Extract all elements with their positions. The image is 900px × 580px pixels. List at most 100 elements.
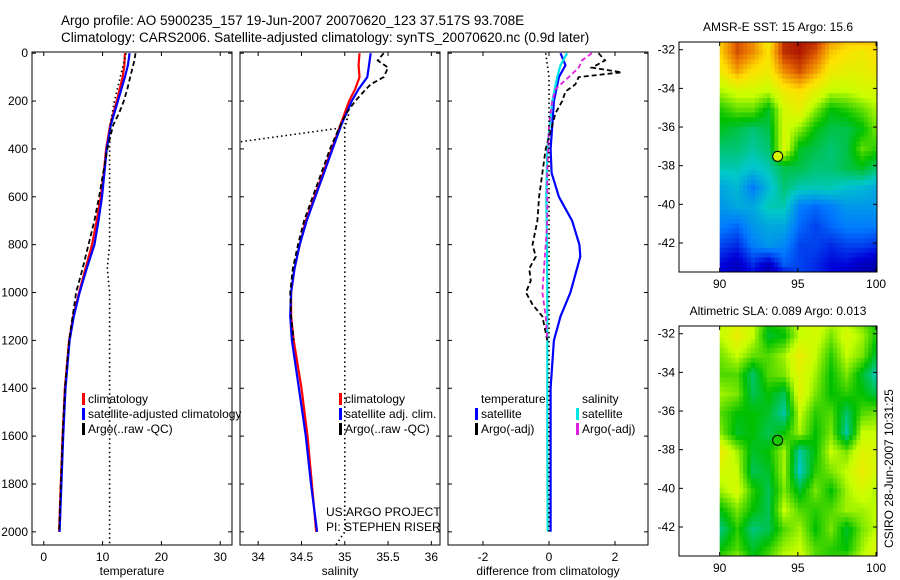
sla-map-cell bbox=[829, 328, 834, 335]
difference-axes-box bbox=[447, 51, 649, 546]
sst-map-cell bbox=[723, 83, 729, 89]
sst-map-cell bbox=[782, 136, 787, 143]
sla-map-cell bbox=[848, 386, 854, 393]
sla-map-cell bbox=[860, 415, 865, 422]
sst-map-cell bbox=[829, 257, 834, 263]
sst-map-cell bbox=[723, 156, 729, 162]
sla-map-cell bbox=[868, 401, 873, 407]
sla-map-cell bbox=[735, 411, 740, 417]
sst-map-cell bbox=[837, 98, 842, 104]
sla-map-cell bbox=[844, 343, 850, 349]
sst-map-cell bbox=[825, 42, 830, 46]
sst-map-cell bbox=[844, 98, 850, 104]
sla-map-cell bbox=[852, 415, 858, 422]
sla-map-cell bbox=[817, 377, 822, 383]
sla-map-cell bbox=[758, 493, 764, 499]
sst-map-cell bbox=[805, 73, 811, 80]
sst-map-cell bbox=[829, 136, 834, 143]
sst-map-cell bbox=[813, 247, 818, 254]
sst-map-cell bbox=[794, 233, 799, 239]
sst-map-cell bbox=[786, 73, 791, 80]
sst-map-cell bbox=[782, 214, 787, 220]
sla-map-cell bbox=[872, 401, 877, 407]
sst-map-cell bbox=[833, 252, 838, 259]
sst-map-cell bbox=[790, 160, 795, 167]
sla-map-cell bbox=[782, 415, 787, 422]
sst-map-cell bbox=[821, 180, 826, 186]
sst-map-cell bbox=[790, 98, 795, 104]
sst-map-cell bbox=[774, 209, 779, 215]
sla-map-cell bbox=[872, 430, 877, 436]
sst-map-cell bbox=[770, 88, 775, 94]
sla-map-cell bbox=[872, 541, 877, 547]
sla-map-cell bbox=[860, 536, 865, 543]
sla-map-cell bbox=[766, 517, 772, 523]
sst-map-cell bbox=[821, 136, 826, 143]
sst-map-cell bbox=[813, 209, 818, 215]
sla-map-cell bbox=[762, 411, 768, 417]
sst-map-cell bbox=[794, 257, 799, 263]
sla-map-cell bbox=[747, 459, 752, 465]
sla-map-cell bbox=[731, 473, 736, 480]
sst-map-cell bbox=[754, 112, 760, 118]
sla-map-cell bbox=[848, 326, 854, 330]
sst-map-cell bbox=[735, 233, 740, 239]
sla-map-cell bbox=[825, 343, 830, 349]
sst-map-cell bbox=[790, 112, 795, 118]
sst-map-cell bbox=[750, 49, 756, 56]
sst-map-cell bbox=[825, 238, 830, 244]
sla-map-cell bbox=[747, 382, 752, 388]
sst-map-cell bbox=[739, 141, 744, 147]
sst-map-cell bbox=[860, 262, 865, 268]
sst-map-cell bbox=[821, 165, 826, 172]
sst-map-cell bbox=[868, 44, 873, 51]
sla-map-cell bbox=[735, 343, 740, 349]
sst-map-cell bbox=[848, 180, 854, 186]
sla-map-cell bbox=[770, 362, 775, 369]
sst-map-cell bbox=[727, 102, 732, 109]
sst-map-cell bbox=[852, 117, 858, 123]
sst-map-cell bbox=[719, 165, 725, 172]
sla-map-cell bbox=[840, 425, 846, 431]
sla-map-cell bbox=[774, 551, 779, 556]
sla-map-cell bbox=[833, 435, 838, 441]
sla-map-cell bbox=[794, 502, 799, 509]
sla-map-cell bbox=[852, 536, 858, 543]
sst-map-cell bbox=[840, 117, 846, 123]
sla-map-cell bbox=[794, 536, 799, 543]
sst-map-cell bbox=[829, 204, 834, 210]
sst-map-cell bbox=[786, 78, 791, 85]
sla-map-cell bbox=[801, 326, 807, 330]
sla-map-cell bbox=[805, 435, 811, 441]
sla-map-cell bbox=[770, 454, 775, 460]
sst-map-cell bbox=[786, 180, 791, 186]
sst-map-cell bbox=[754, 209, 760, 215]
sla-map-cell bbox=[782, 396, 787, 402]
sla-map-cell bbox=[852, 469, 858, 475]
sst-map-cell bbox=[719, 223, 725, 230]
sla-map-cell bbox=[868, 382, 873, 388]
sla-map-cell bbox=[805, 444, 811, 451]
sla-map-cell bbox=[758, 473, 764, 480]
sst-map-cell bbox=[790, 243, 795, 249]
sst-map-cell bbox=[719, 252, 725, 259]
sst-map-cell bbox=[758, 131, 764, 138]
sla-map-cell bbox=[723, 357, 729, 364]
sst-map-cell bbox=[837, 262, 842, 268]
sst-map-cell bbox=[731, 42, 736, 46]
sla-map-cell bbox=[794, 348, 799, 354]
sst-map-cell bbox=[735, 243, 740, 249]
sst-map-cell bbox=[727, 247, 732, 254]
sla-map-cell bbox=[813, 454, 818, 460]
sst-map-cell bbox=[848, 228, 854, 234]
sla-map-cell bbox=[809, 386, 815, 393]
sst-map-cell bbox=[821, 247, 826, 254]
sla-map-cell bbox=[794, 478, 799, 485]
sla-map-cell bbox=[743, 546, 748, 552]
sla-map-cell bbox=[731, 396, 736, 402]
sst-map-cell bbox=[727, 73, 732, 80]
temperature-y-tick-label: 1000 bbox=[1, 286, 28, 300]
sst-map-cell bbox=[794, 180, 799, 186]
sst-map-cell bbox=[864, 247, 869, 254]
sla-map-cell bbox=[778, 473, 783, 480]
